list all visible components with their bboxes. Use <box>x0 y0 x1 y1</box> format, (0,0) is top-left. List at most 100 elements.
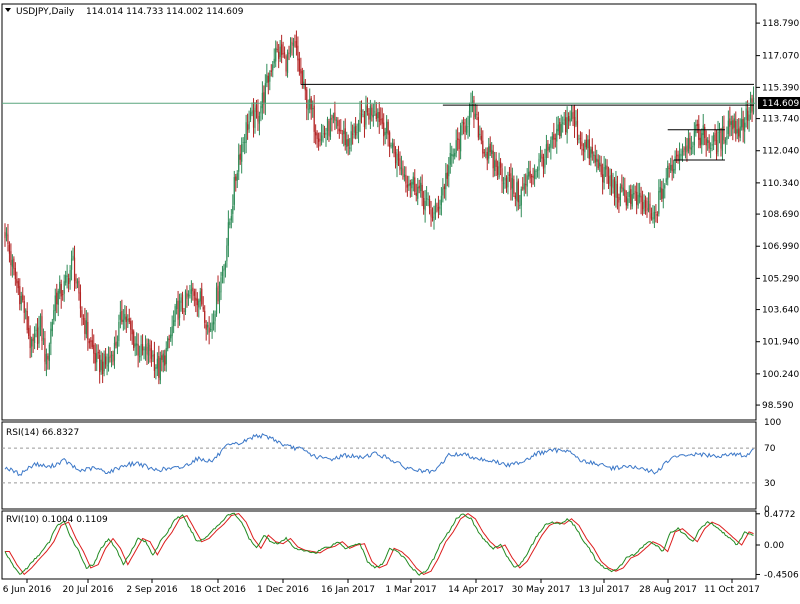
time-tick-label: 1 Dec 2016 <box>257 585 309 595</box>
candle-body <box>440 195 442 206</box>
candle <box>279 40 281 62</box>
candle <box>149 339 151 363</box>
candle <box>241 137 243 174</box>
candle-body <box>136 343 138 346</box>
candle-body <box>436 205 438 207</box>
candle-body <box>17 281 19 289</box>
candle-body <box>674 156 676 171</box>
candle <box>75 273 77 289</box>
candle-body <box>68 278 70 284</box>
candle-body <box>485 154 487 156</box>
candle-body <box>119 312 121 320</box>
candle <box>221 265 224 284</box>
candle-body <box>217 285 219 302</box>
candle-body <box>531 175 533 177</box>
candle <box>281 34 283 64</box>
candle-body <box>421 184 423 198</box>
candle <box>424 190 426 223</box>
candle-body <box>62 294 64 296</box>
candle <box>33 326 36 350</box>
candle-body <box>585 139 587 148</box>
candle-body <box>455 140 457 154</box>
candle-body <box>99 355 101 373</box>
candle-body <box>35 329 37 331</box>
candle-body <box>48 344 50 361</box>
candle-body <box>554 138 556 140</box>
candle-body <box>517 180 519 203</box>
candle <box>539 146 542 163</box>
candle <box>369 99 371 129</box>
candle <box>538 153 540 179</box>
candle <box>131 320 133 345</box>
candle-body <box>720 130 722 149</box>
candle <box>615 170 617 208</box>
candle-body <box>448 165 450 177</box>
candle <box>720 127 722 157</box>
candle-body <box>57 290 59 305</box>
candle <box>161 350 163 372</box>
candle <box>698 115 700 149</box>
candle <box>65 270 67 286</box>
candle-body <box>417 186 419 199</box>
candle-body <box>26 310 28 331</box>
ohlc-header: 114.014 114.733 114.002 114.609 <box>86 7 244 17</box>
candle <box>627 191 629 209</box>
candle-body <box>325 132 327 135</box>
candle <box>84 307 86 341</box>
candle-body <box>184 291 187 312</box>
candle <box>226 237 228 268</box>
candle <box>730 115 732 137</box>
candle <box>510 163 512 201</box>
candle-body <box>254 107 256 129</box>
candle <box>681 143 684 162</box>
candle <box>389 130 391 158</box>
candle <box>585 134 587 150</box>
candle-body <box>462 122 465 125</box>
candle <box>402 160 404 180</box>
candle-body <box>420 182 422 191</box>
candle <box>39 313 42 337</box>
candle <box>659 178 661 200</box>
candle-body <box>153 353 156 371</box>
candle <box>223 264 225 284</box>
candle <box>717 120 719 157</box>
candle <box>591 138 593 161</box>
candle <box>656 211 658 224</box>
candle-body <box>535 170 537 172</box>
candle <box>673 160 675 179</box>
candle <box>708 134 710 153</box>
dropdown-icon[interactable] <box>5 8 11 12</box>
candle <box>739 118 741 142</box>
candle <box>103 350 105 377</box>
candle <box>528 160 530 180</box>
candle <box>704 123 706 146</box>
candle-body <box>576 120 579 140</box>
candle-body <box>38 326 40 344</box>
candle <box>508 166 511 182</box>
candle-body <box>374 111 376 113</box>
candle <box>390 142 392 149</box>
candle-body <box>640 195 642 202</box>
candle-body <box>258 116 261 124</box>
candle <box>624 177 626 203</box>
candle <box>675 148 678 164</box>
candle <box>609 168 611 195</box>
candle-body <box>334 112 336 121</box>
time-tick-label: 20 Jul 2016 <box>63 585 114 595</box>
candle-body <box>319 139 321 141</box>
candle <box>136 332 138 356</box>
candle <box>710 142 712 159</box>
candle <box>584 139 586 161</box>
candle-body <box>264 83 266 103</box>
candle <box>177 290 179 329</box>
candle <box>701 128 703 154</box>
candle <box>90 337 92 349</box>
candle <box>535 168 537 180</box>
candle-body <box>499 161 502 168</box>
candle <box>164 349 166 372</box>
candle-body <box>134 343 136 347</box>
candle <box>283 46 286 59</box>
candle-body <box>300 68 302 74</box>
rsi-panel-frame <box>1 421 757 510</box>
